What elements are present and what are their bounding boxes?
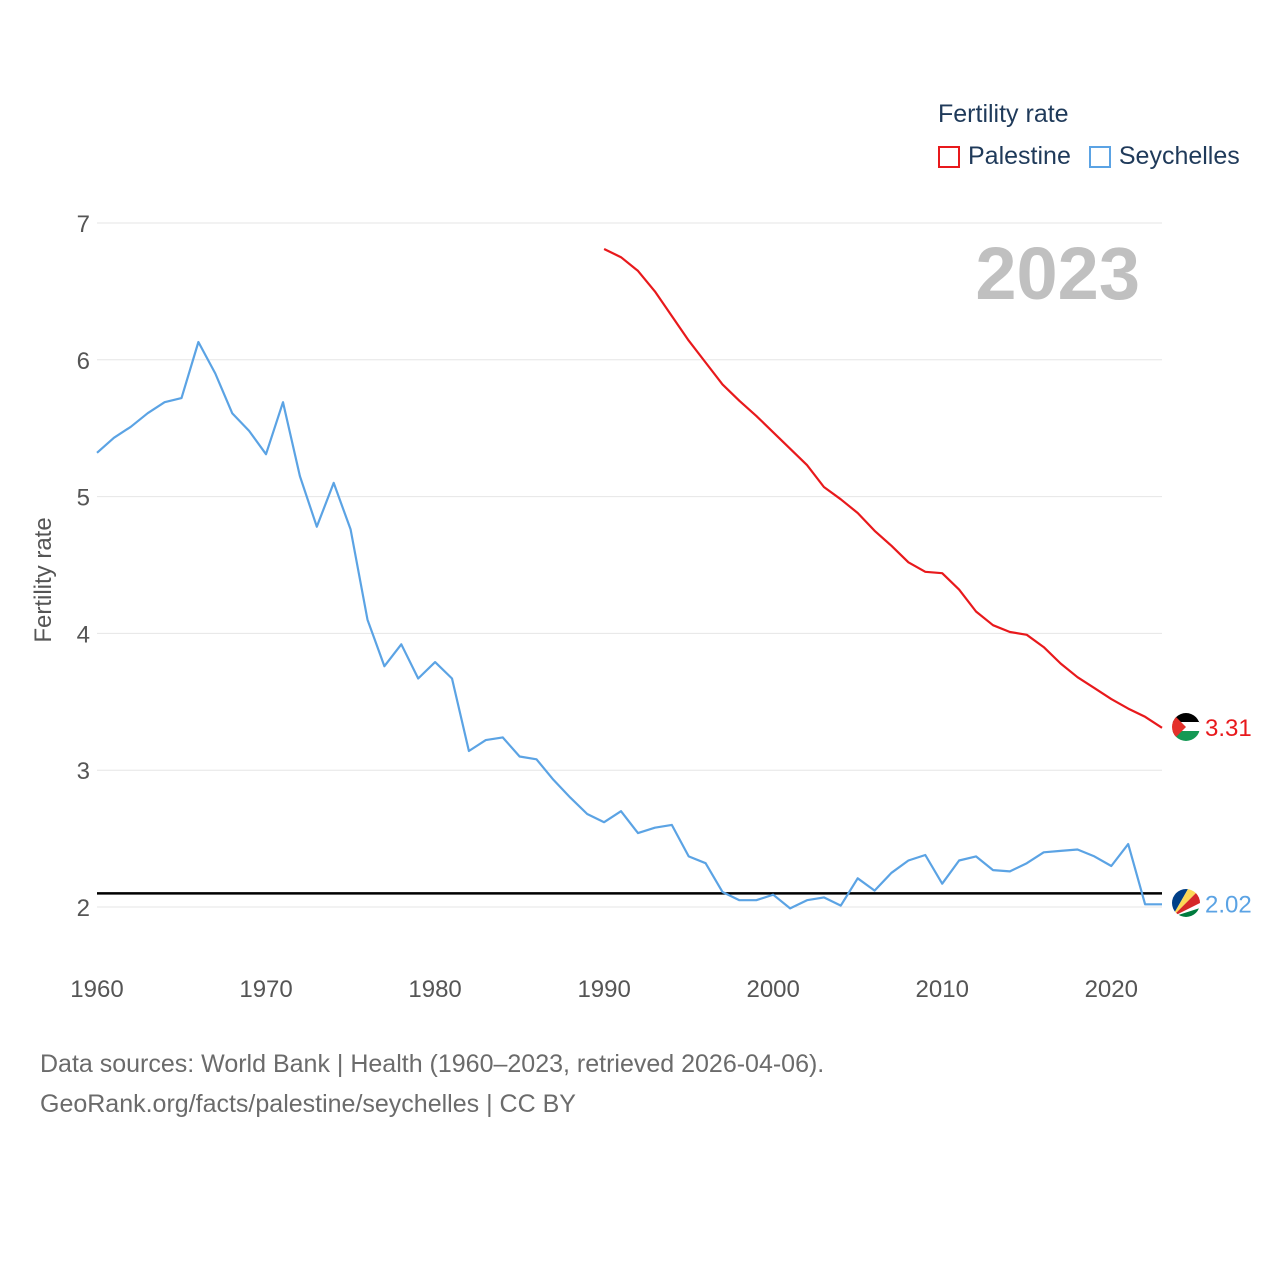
chart-area: 2 3 4 5 6 7 1960 1970 1980 1990 2000 2010 2020 3.31 2…: [30, 211, 1252, 1003]
y-tick-label: 7: [77, 211, 90, 238]
palestine-flag-icon: [1172, 713, 1200, 741]
label-layer: 3.31 2.02: [1205, 715, 1252, 918]
end-value-label-palestine: 3.31: [1205, 715, 1252, 742]
x-tick-label: 2020: [1085, 976, 1138, 1003]
legend: Palestine Seychelles: [938, 142, 1258, 171]
footer-source: Data sources: World Bank | Health (1960–…: [40, 1050, 825, 1078]
footer-link[interactable]: GeoRank.org/facts/palestine/seychelles |…: [40, 1090, 576, 1118]
series-layer: [96, 248, 1163, 910]
legend-swatch-seychelles: [1088, 145, 1111, 168]
y-tick-label: 4: [77, 621, 90, 648]
end-value-label-seychelles: 2.02: [1205, 891, 1252, 918]
legend-swatch-palestine: [938, 145, 960, 168]
legend-item-palestine[interactable]: Palestine: [938, 142, 1071, 171]
y-tick-label: 5: [77, 485, 90, 512]
x-tick-label: 1980: [408, 976, 461, 1003]
grid-layer: 2 3 4 5 6 7 1960 1970 1980 1990 2000 2010 2020: [70, 211, 1162, 1003]
x-tick-label: 2000: [746, 976, 799, 1003]
x-tick-label: 1960: [70, 976, 123, 1003]
series-line-seychelles[interactable]: [96, 340, 1162, 910]
x-tick-label: 1990: [577, 976, 630, 1003]
y-tick-label: 6: [77, 348, 90, 375]
y-axis-label: Fertility rate: [30, 517, 57, 642]
x-tick-label: 2010: [916, 976, 969, 1003]
seychelles-flag-icon: [1172, 889, 1200, 917]
legend-title: Fertility rate: [938, 100, 1069, 128]
y-tick-label: 2: [77, 895, 90, 922]
y-tick-label: 3: [77, 758, 90, 785]
footer: Data sources: World Bank | Health (1960–…: [40, 1044, 824, 1124]
year-watermark: 2023: [975, 232, 1140, 315]
series-line-palestine[interactable]: [603, 248, 1163, 729]
legend-label-seychelles: Seychelles: [1118, 142, 1240, 170]
legend-item-seychelles[interactable]: Seychelles: [1088, 142, 1240, 171]
legend-label-palestine: Palestine: [968, 142, 1071, 170]
x-tick-label: 1970: [239, 976, 292, 1003]
